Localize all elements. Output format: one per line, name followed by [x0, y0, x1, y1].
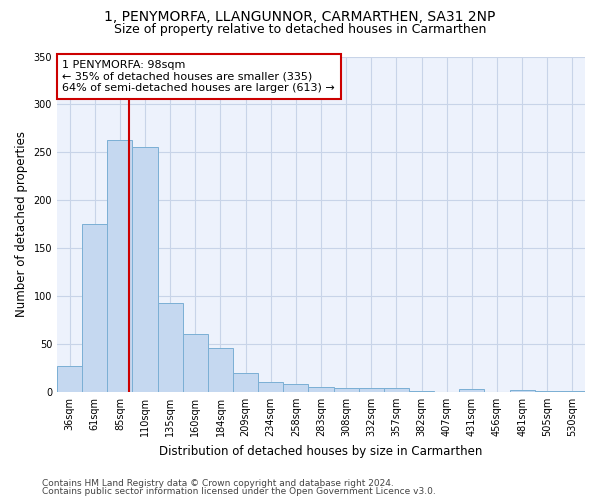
Bar [82, 224, 107, 392]
Text: Size of property relative to detached houses in Carmarthen: Size of property relative to detached ho… [114, 22, 486, 36]
Bar [334, 388, 359, 392]
Bar [409, 391, 434, 392]
Bar [560, 391, 585, 392]
Bar [509, 390, 535, 392]
Y-axis label: Number of detached properties: Number of detached properties [15, 131, 28, 317]
Bar [158, 303, 183, 392]
Text: Contains HM Land Registry data © Crown copyright and database right 2024.: Contains HM Land Registry data © Crown c… [42, 478, 394, 488]
Bar [57, 366, 82, 392]
Bar [183, 334, 208, 392]
Bar [133, 146, 158, 392]
Text: 1 PENYMORFA: 98sqm
← 35% of detached houses are smaller (335)
64% of semi-detach: 1 PENYMORFA: 98sqm ← 35% of detached hou… [62, 60, 335, 93]
Bar [459, 389, 484, 392]
Text: Contains public sector information licensed under the Open Government Licence v3: Contains public sector information licen… [42, 487, 436, 496]
Bar [233, 373, 258, 392]
Bar [258, 382, 283, 392]
Bar [359, 388, 384, 392]
Text: 1, PENYMORFA, LLANGUNNOR, CARMARTHEN, SA31 2NP: 1, PENYMORFA, LLANGUNNOR, CARMARTHEN, SA… [104, 10, 496, 24]
Bar [384, 388, 409, 392]
Bar [308, 387, 334, 392]
Bar [208, 348, 233, 392]
X-axis label: Distribution of detached houses by size in Carmarthen: Distribution of detached houses by size … [160, 444, 483, 458]
Bar [107, 140, 133, 392]
Bar [535, 391, 560, 392]
Bar [283, 384, 308, 392]
